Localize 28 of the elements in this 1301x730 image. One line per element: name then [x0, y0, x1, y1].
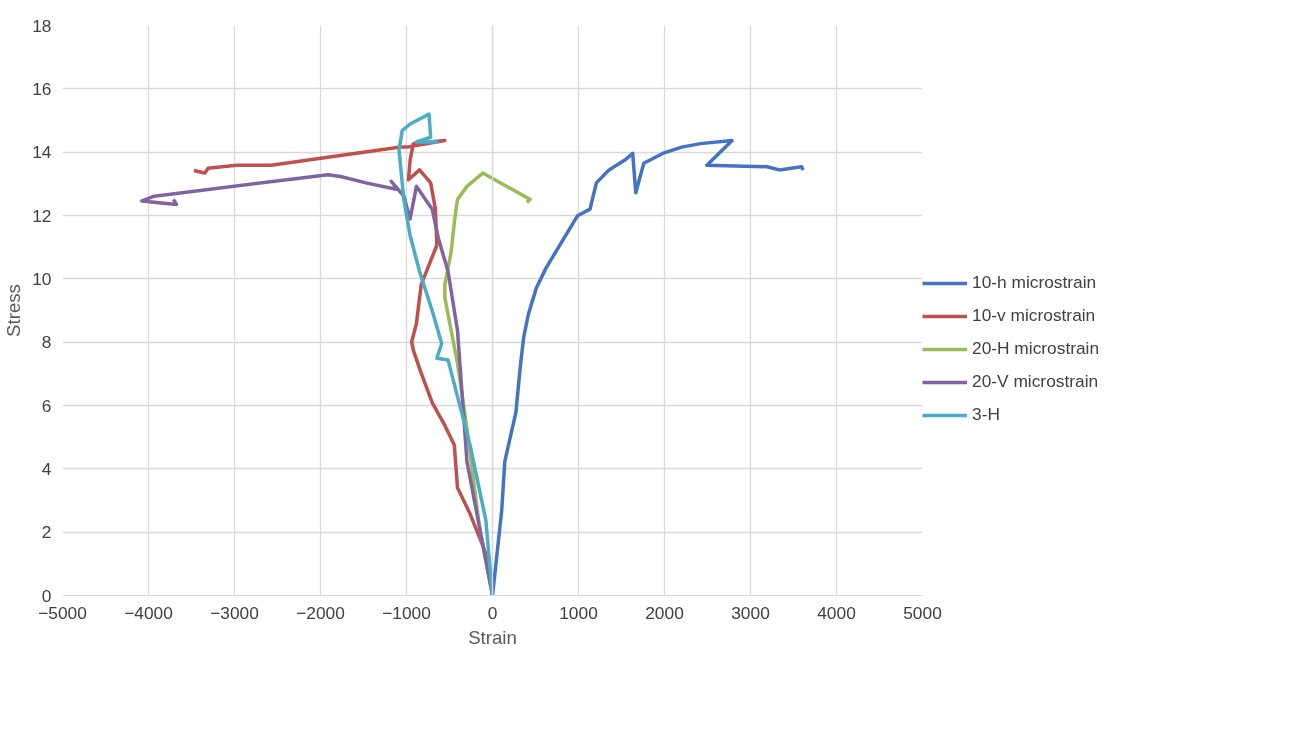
- y-tick-label: 10: [32, 268, 52, 289]
- legend-label: 10-h microstrain: [972, 272, 1098, 293]
- line-series: [490, 138, 805, 596]
- x-tick-label: 3000: [731, 602, 770, 623]
- legend-label: 10-v microstrain: [972, 305, 1097, 326]
- x-tick-label: −4000: [124, 602, 173, 623]
- x-tick-label: −2000: [296, 602, 345, 623]
- x-tick-label: 2000: [645, 602, 684, 623]
- legend-label: 3-H: [972, 404, 1001, 425]
- x-tick-label: −1000: [382, 602, 431, 623]
- y-tick-label: 8: [41, 332, 52, 353]
- x-tick-label: −3000: [210, 602, 259, 623]
- legend-label: 20-H microstrain: [972, 338, 1101, 359]
- x-axis-title: Strain: [468, 626, 517, 648]
- y-tick-label: 16: [32, 78, 52, 99]
- y-tick-label: 18: [32, 15, 52, 36]
- y-tick-label: 12: [32, 205, 52, 226]
- y-tick-label: 6: [41, 395, 52, 416]
- legend-label: 20-V microstrain: [972, 371, 1100, 392]
- x-tick-label: 5000: [903, 602, 942, 623]
- x-tick-label: 0: [487, 602, 498, 623]
- line-series: [397, 112, 495, 596]
- x-tick-label: 4000: [817, 602, 856, 623]
- y-tick-label: 14: [32, 142, 52, 163]
- y-tick-label: 2: [41, 522, 52, 543]
- x-tick-label: 1000: [559, 602, 598, 623]
- y-tick-label: 4: [41, 458, 52, 479]
- y-axis-title: Stress: [3, 284, 25, 337]
